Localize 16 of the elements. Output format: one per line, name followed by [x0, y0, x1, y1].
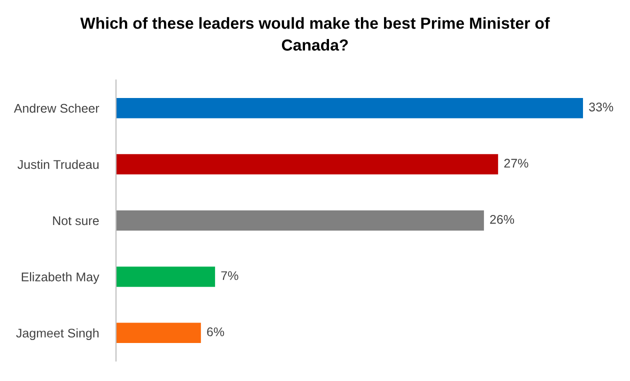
data-label: 26%: [490, 215, 514, 224]
y-tick-label: Jagmeet Singh: [16, 328, 99, 340]
data-label: 6%: [207, 327, 224, 336]
data-label: 7%: [221, 271, 238, 280]
bar: [116, 154, 498, 174]
data-label: 27%: [504, 158, 528, 168]
data-label: 33%: [589, 102, 614, 112]
chart-title: Which of these leaders would make the best Prime Minister of Canada?: [80, 17, 550, 51]
y-tick-label: Justin Trudeau: [18, 160, 99, 169]
bar: [116, 210, 484, 231]
bar: [116, 98, 583, 118]
y-tick-label: Andrew Scheer: [14, 104, 100, 113]
bar: [116, 322, 201, 344]
y-tick-label: Not sure: [53, 216, 99, 226]
y-tick-label: Elizabeth May: [22, 272, 100, 284]
bar: [116, 266, 216, 287]
